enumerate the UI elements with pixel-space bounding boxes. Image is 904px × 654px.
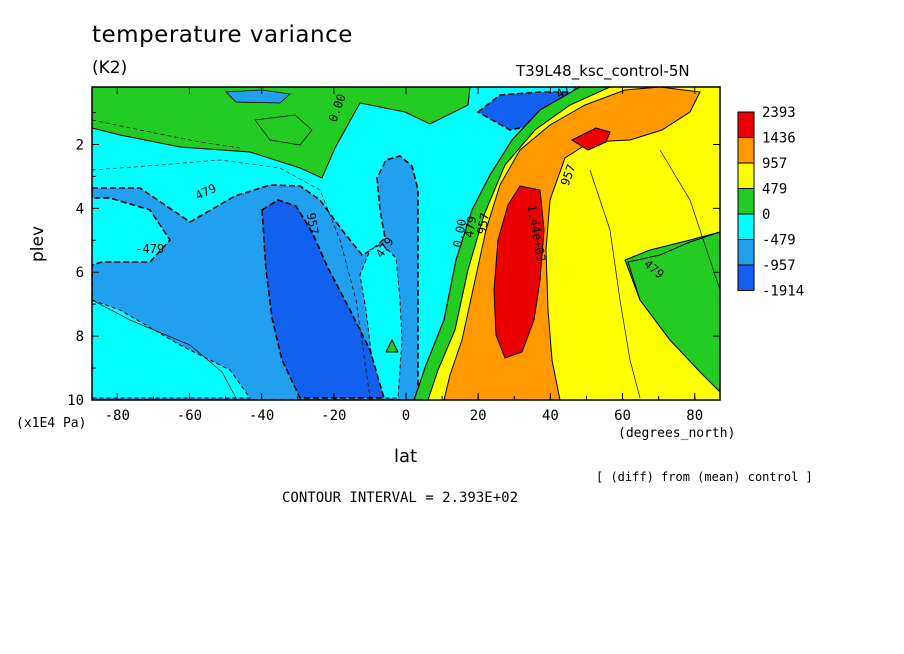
field-small-peak: [385, 338, 399, 353]
run-label: T39L48_ksc_control-5N: [516, 62, 690, 80]
legend-level-label: 2393: [762, 105, 796, 121]
x-tick-label: 40: [542, 408, 559, 424]
field-negative-jet: [476, 91, 577, 131]
field-inner-green: [627, 231, 720, 393]
y-axis-label: plev: [28, 225, 48, 262]
legend-swatch: [737, 264, 755, 291]
legend-level-label: 0: [762, 207, 770, 223]
legend-swatch: [737, 137, 755, 164]
field-upper-left-positive: [92, 87, 471, 179]
contour-label: -479: [135, 242, 164, 256]
legend-level-label: 479: [762, 182, 787, 198]
x-tick-label: -40: [249, 408, 274, 424]
legend-level-label: -479: [762, 233, 796, 249]
contour-label: 957: [304, 212, 322, 236]
legend-level-label: -957: [762, 258, 796, 274]
y-tick-label: 8: [76, 329, 84, 345]
y-axis-ticks: 2 4 6 8 10: [67, 112, 720, 409]
legend-swatch: [737, 239, 755, 266]
contour-label: 957: [474, 212, 492, 236]
legend-level-label: -1914: [762, 284, 804, 300]
y-tick-label: 2: [76, 137, 84, 153]
contour-label: 957: [558, 162, 579, 187]
x-tick-label: 0: [402, 408, 410, 424]
y-tick-label: 6: [76, 265, 84, 281]
chart-units: (K2): [92, 58, 128, 78]
y-tick-label: 4: [76, 201, 84, 217]
legend-swatch: [737, 213, 755, 240]
x-tick-label: -80: [105, 408, 130, 424]
field-left-lower-cyan: [92, 299, 251, 399]
y-axis-unit: (x1E4 Pa): [16, 416, 87, 431]
field-negative-core: [261, 199, 386, 399]
field-cyan-tongue: [359, 243, 403, 399]
legend-swatch: [737, 162, 755, 189]
x-tick-label: 20: [470, 408, 487, 424]
y-tick-label: 10: [67, 393, 84, 409]
legend-swatch: [737, 111, 755, 138]
legend-level-label: 957: [762, 156, 787, 172]
legend-colorbar: 2393 1436 957 479 0 -479 -957 -1914: [737, 105, 804, 300]
x-axis-label: lat: [394, 446, 418, 467]
field-top-patch: [225, 89, 291, 104]
diff-note: [ (diff) from (mean) control ]: [596, 470, 813, 484]
field-above-1436-core: [493, 185, 545, 359]
contour-label: 479: [462, 215, 480, 239]
x-tick-label: 60: [614, 408, 631, 424]
x-axis-unit: (degrees_north): [618, 426, 736, 441]
x-axis-ticks: -80 -60 -40 -20 0 20 40 60 80: [105, 87, 703, 424]
field-above-1436-upper: [570, 127, 611, 151]
contour-label: 0.00: [450, 218, 469, 249]
x-tick-label: -60: [177, 408, 202, 424]
legend-level-label: 1436: [762, 131, 796, 147]
legend-swatch: [737, 188, 755, 215]
thin-contours: [92, 114, 720, 399]
x-tick-label: 80: [686, 408, 703, 424]
chart-title: temperature variance: [92, 22, 353, 48]
contour-interval: CONTOUR INTERVAL = 2.393E+02: [282, 490, 519, 506]
x-tick-label: -20: [321, 408, 346, 424]
